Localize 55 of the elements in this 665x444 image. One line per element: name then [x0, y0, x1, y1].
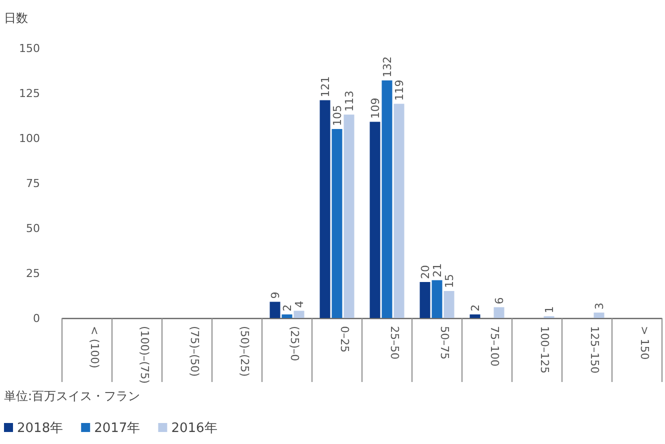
y-tick-label: 50 — [26, 222, 40, 235]
bar — [320, 100, 330, 318]
x-tick-label: 0–25 — [338, 326, 351, 352]
x-tick-label: 50–75 — [438, 326, 451, 360]
bar — [270, 302, 280, 318]
data-label: 113 — [343, 90, 356, 112]
bar — [382, 80, 392, 318]
data-label: 1 — [543, 306, 556, 314]
x-tick-label: 125–150 — [588, 326, 601, 374]
x-tick-label: 75–100 — [488, 326, 501, 366]
data-label: 2 — [281, 304, 294, 312]
data-label: 3 — [593, 302, 606, 310]
bar — [282, 314, 292, 318]
bar — [332, 129, 342, 318]
legend-label: 2017年 — [94, 421, 140, 436]
y-tick-label: 125 — [19, 87, 40, 100]
data-label: 132 — [381, 56, 394, 78]
bar — [394, 104, 404, 318]
y-tick-label: 75 — [26, 177, 40, 190]
y-tick-label: 0 — [33, 312, 40, 325]
x-tick-label: 25–50 — [388, 326, 401, 360]
y-tick-label: 25 — [26, 267, 40, 280]
x-tick-label: < (100) — [88, 326, 101, 368]
bar — [432, 280, 442, 318]
data-label: 119 — [393, 80, 406, 101]
y-tick-label: 100 — [19, 132, 40, 145]
x-tick-label: (25)–0 — [288, 326, 301, 362]
y-axis-title: 日数 — [4, 11, 28, 25]
data-label: 4 — [293, 300, 306, 308]
bar — [294, 310, 304, 318]
bar — [594, 312, 604, 318]
bar — [370, 122, 380, 318]
data-label: 109 — [369, 98, 382, 119]
bar — [420, 282, 430, 318]
data-label: 6 — [493, 297, 506, 304]
x-tick-label: (100)–(75) — [138, 326, 151, 384]
x-tick-label: > 150 — [638, 326, 651, 360]
text: 単位:百万スイス・フラン — [4, 389, 140, 403]
data-label: 15 — [443, 274, 456, 288]
x-tick-label: 100–125 — [538, 326, 551, 374]
data-label: 9 — [269, 292, 282, 299]
data-label: 2 — [469, 304, 482, 312]
x-tick-label: (50)–(25) — [238, 326, 251, 377]
data-label: 20 — [419, 265, 432, 279]
legend-label: 2016年 — [171, 421, 218, 436]
x-tick-label: (75)–(50) — [188, 326, 201, 377]
legend-label: 2018年 — [17, 421, 64, 436]
bar — [470, 314, 480, 318]
bar — [494, 307, 504, 318]
bar — [444, 291, 454, 318]
bar — [344, 114, 354, 318]
y-tick-label: 150 — [19, 42, 40, 55]
data-label: 21 — [431, 263, 444, 278]
data-label: 121 — [319, 76, 332, 98]
data-label: 105 — [331, 105, 344, 126]
